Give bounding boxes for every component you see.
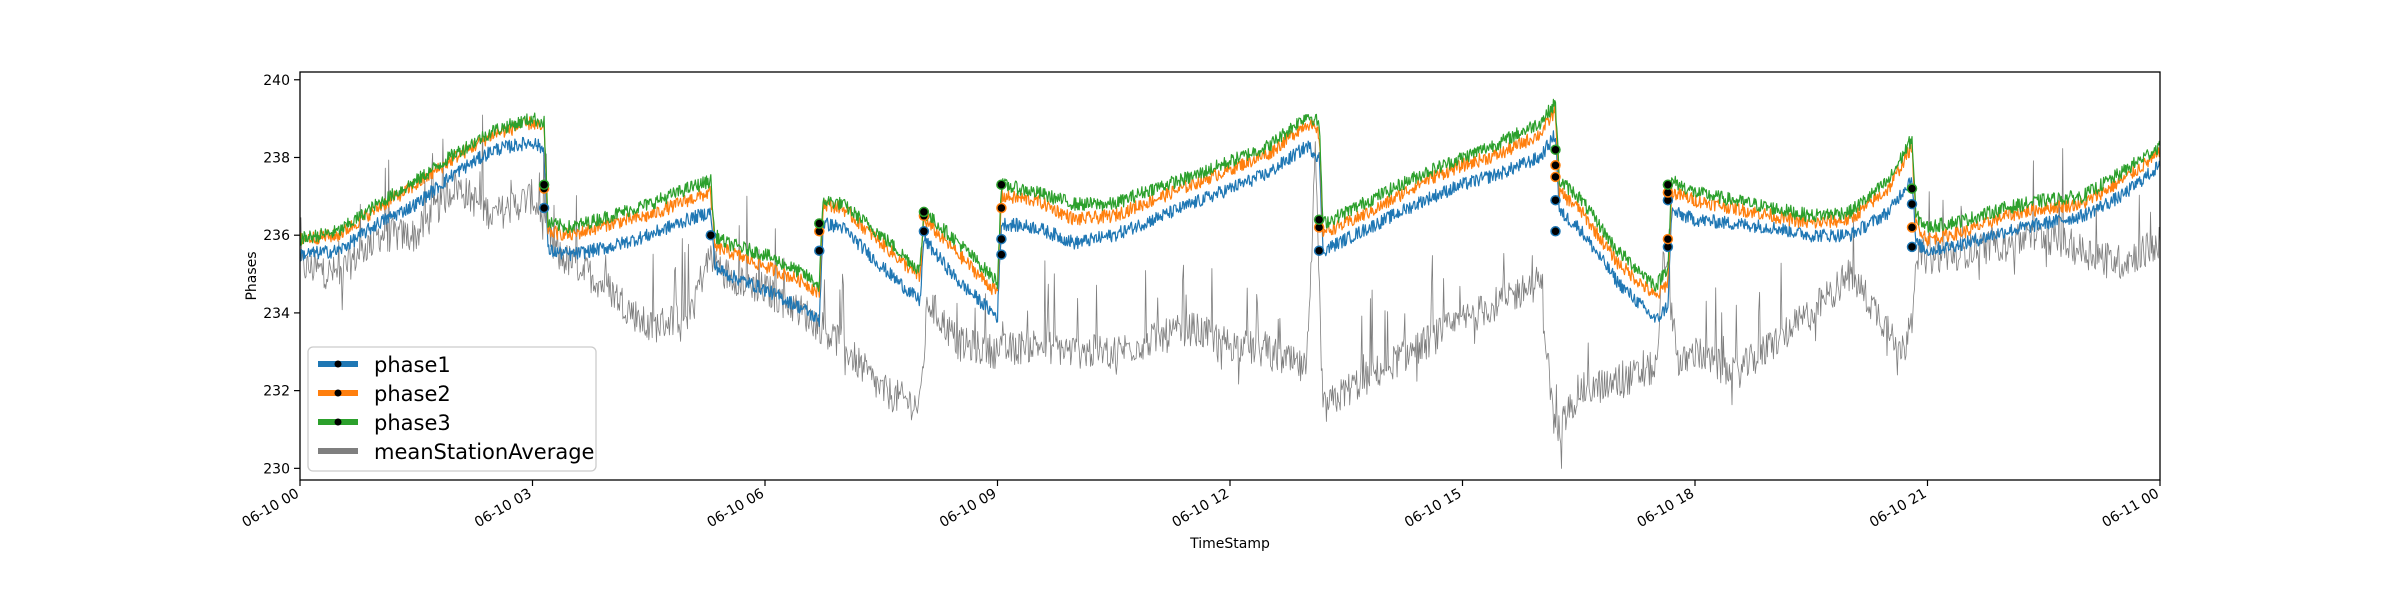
- marker-layer: [538, 144, 1918, 260]
- x-tick-label: 06-10 00: [239, 486, 302, 531]
- legend-item-phase3: phase3: [318, 411, 451, 435]
- event-marker-phase3: [1662, 179, 1674, 190]
- event-marker-phase3: [918, 206, 930, 218]
- y-axis-label: Phases: [244, 251, 260, 300]
- legend-marker-phase2: [334, 389, 342, 397]
- event-marker-phase1: [1906, 241, 1918, 253]
- event-marker-phase1: [538, 202, 550, 214]
- series-line-meanStationAverage: [299, 114, 2161, 469]
- legend-label-phase1: phase1: [374, 353, 451, 377]
- legend-item-phase1: phase1: [318, 353, 451, 377]
- x-axis-label: TimeStamp: [1189, 536, 1270, 552]
- legend-marker-phase3: [334, 418, 342, 426]
- event-marker-phase3: [538, 179, 550, 190]
- series-layer: [299, 98, 2161, 469]
- event-marker-phase2: [1550, 171, 1561, 183]
- legend: phase1 phase2 phase3 meanStationAverage: [307, 346, 597, 472]
- y-tick-label: 236: [263, 228, 290, 244]
- legend-item-meanStationAverage: meanStationAverage: [318, 440, 594, 464]
- x-tick-label: 06-11 00: [2099, 486, 2162, 531]
- series-line-phase1: [299, 130, 2161, 327]
- x-tick-label: 06-10 09: [937, 486, 1000, 531]
- legend-item-phase2: phase2: [318, 382, 451, 406]
- event-marker-phase1: [814, 245, 825, 256]
- event-marker-phase3: [814, 218, 825, 229]
- event-marker-phase1: [1906, 198, 1918, 210]
- legend-label-meanStationAverage: meanStationAverage: [374, 440, 594, 464]
- y-tick-label: 234: [263, 306, 290, 322]
- y-tick-label: 240: [263, 73, 290, 89]
- x-tick-label: 06-10 06: [704, 486, 767, 531]
- legend-label-phase2: phase2: [374, 382, 451, 406]
- legend-label-phase3: phase3: [374, 411, 451, 435]
- event-marker-phase3: [1906, 183, 1918, 194]
- event-marker-phase1: [1550, 194, 1561, 206]
- legend-marker-phase1: [334, 360, 342, 368]
- event-marker-phase3: [996, 179, 1007, 190]
- event-marker-phase1: [705, 229, 717, 241]
- event-marker-phase3: [1550, 144, 1561, 155]
- x-tick-label: 06-10 21: [1867, 486, 1930, 531]
- event-marker-phase1: [1313, 245, 1325, 256]
- x-tick-label: 06-10 12: [1169, 486, 1232, 531]
- y-axis: 230 232 234 236 238 240: [263, 73, 300, 477]
- legend-box: [307, 346, 597, 472]
- y-tick-label: 238: [263, 150, 290, 166]
- event-marker-phase1: [1550, 226, 1561, 237]
- event-marker-phase2: [1550, 160, 1561, 171]
- event-marker-phase1: [996, 233, 1007, 245]
- x-axis: 06-10 00 06-10 03 06-10 06 06-10 09 06-10 12…: [239, 480, 2162, 531]
- event-marker-phase1: [918, 226, 930, 237]
- event-marker-phase3: [1313, 214, 1325, 225]
- x-tick-label: 06-10 15: [1402, 486, 1465, 531]
- x-tick-label: 06-10 03: [472, 486, 535, 531]
- y-tick-label: 230: [263, 461, 290, 477]
- event-marker-phase1: [996, 249, 1007, 260]
- series-line-phase3: [299, 98, 2161, 292]
- event-marker-phase2: [1906, 222, 1918, 233]
- x-tick-label: 06-10 18: [1634, 486, 1697, 531]
- event-marker-phase2: [996, 202, 1007, 214]
- event-marker-phase2: [1662, 233, 1674, 245]
- y-tick-label: 232: [263, 384, 290, 400]
